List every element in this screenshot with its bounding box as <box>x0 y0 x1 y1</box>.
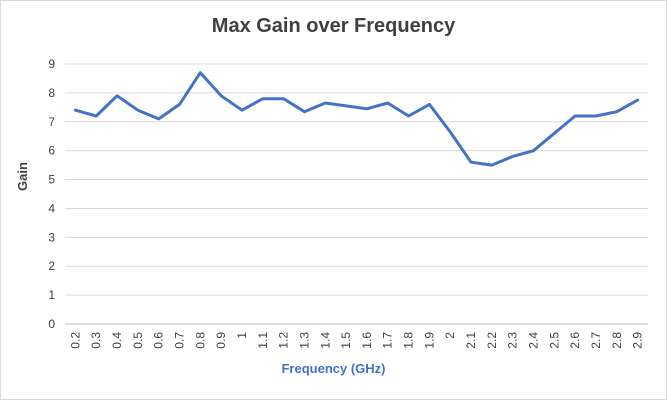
x-tick-label: 0.9 <box>214 332 228 349</box>
data-point <box>574 115 577 118</box>
data-point <box>220 94 223 97</box>
data-point <box>365 107 368 110</box>
x-tick-label: 2.2 <box>485 332 499 349</box>
data-point <box>386 102 389 105</box>
x-tick-label: 2.7 <box>589 332 603 349</box>
x-tick-label: 2.9 <box>631 332 645 349</box>
x-tick-label: 0.3 <box>89 332 103 349</box>
data-point <box>199 71 202 74</box>
data-point <box>324 102 327 105</box>
data-point <box>490 164 493 167</box>
y-tick-label: 5 <box>48 173 55 187</box>
y-tick-label: 9 <box>48 57 55 71</box>
x-tick-label: 1.9 <box>422 332 436 349</box>
data-point <box>303 110 306 113</box>
x-tick-label: 1.4 <box>318 332 332 349</box>
chart-title: Max Gain over Frequency <box>211 15 456 37</box>
y-tick-label: 6 <box>48 144 55 158</box>
data-point <box>240 109 243 112</box>
x-tick-label: 1 <box>235 332 249 339</box>
x-axis-label: Frequency (GHz) <box>281 361 386 376</box>
x-tick-label: 1.3 <box>297 332 311 349</box>
x-tick-label: 2.8 <box>610 332 624 349</box>
x-tick-label: 0.8 <box>193 332 207 349</box>
x-tick-label: 0.2 <box>68 332 82 349</box>
data-point <box>511 155 514 158</box>
data-point <box>470 161 473 164</box>
data-point <box>95 115 98 118</box>
x-tick-label: 2.3 <box>506 332 520 349</box>
x-tick-label: 1.6 <box>360 332 374 349</box>
x-tick-label: 2.5 <box>547 332 561 349</box>
y-tick-label: 8 <box>48 86 55 100</box>
x-tick-label: 0.4 <box>110 332 124 349</box>
data-point <box>345 104 348 107</box>
y-tick-label: 3 <box>48 230 55 244</box>
data-point <box>136 109 139 112</box>
data-point <box>636 99 639 102</box>
data-point <box>615 110 618 113</box>
y-tick-label: 2 <box>48 259 55 273</box>
x-tick-label: 0.7 <box>173 332 187 349</box>
data-point <box>532 149 535 152</box>
y-tick-label: 1 <box>48 288 55 302</box>
data-point <box>449 130 452 133</box>
y-tick-label: 7 <box>48 115 55 129</box>
x-tick-label: 1.7 <box>381 332 395 349</box>
data-point <box>178 103 181 106</box>
y-tick-label: 4 <box>48 201 55 215</box>
data-point <box>553 132 556 135</box>
data-point <box>282 97 285 100</box>
x-tick-label: 0.6 <box>152 332 166 349</box>
x-tick-label: 2.6 <box>568 332 582 349</box>
x-tick-label: 1.5 <box>339 332 353 349</box>
x-tick-label: 2 <box>443 332 457 339</box>
data-point <box>261 97 264 100</box>
data-point <box>74 109 77 112</box>
x-tick-label: 2.4 <box>526 332 540 349</box>
data-point <box>428 103 431 106</box>
x-tick-label: 1.2 <box>277 332 291 349</box>
series-line <box>73 71 640 167</box>
data-point <box>407 115 410 118</box>
data-point <box>157 117 160 120</box>
x-tick-label: 1.8 <box>402 332 416 349</box>
x-tick-label: 0.5 <box>131 332 145 349</box>
data-point <box>116 94 119 97</box>
x-tick-label: 2.1 <box>464 332 478 349</box>
x-tick-label: 1.1 <box>256 332 270 349</box>
data-point <box>594 115 597 118</box>
y-tick-label: 0 <box>48 317 55 331</box>
